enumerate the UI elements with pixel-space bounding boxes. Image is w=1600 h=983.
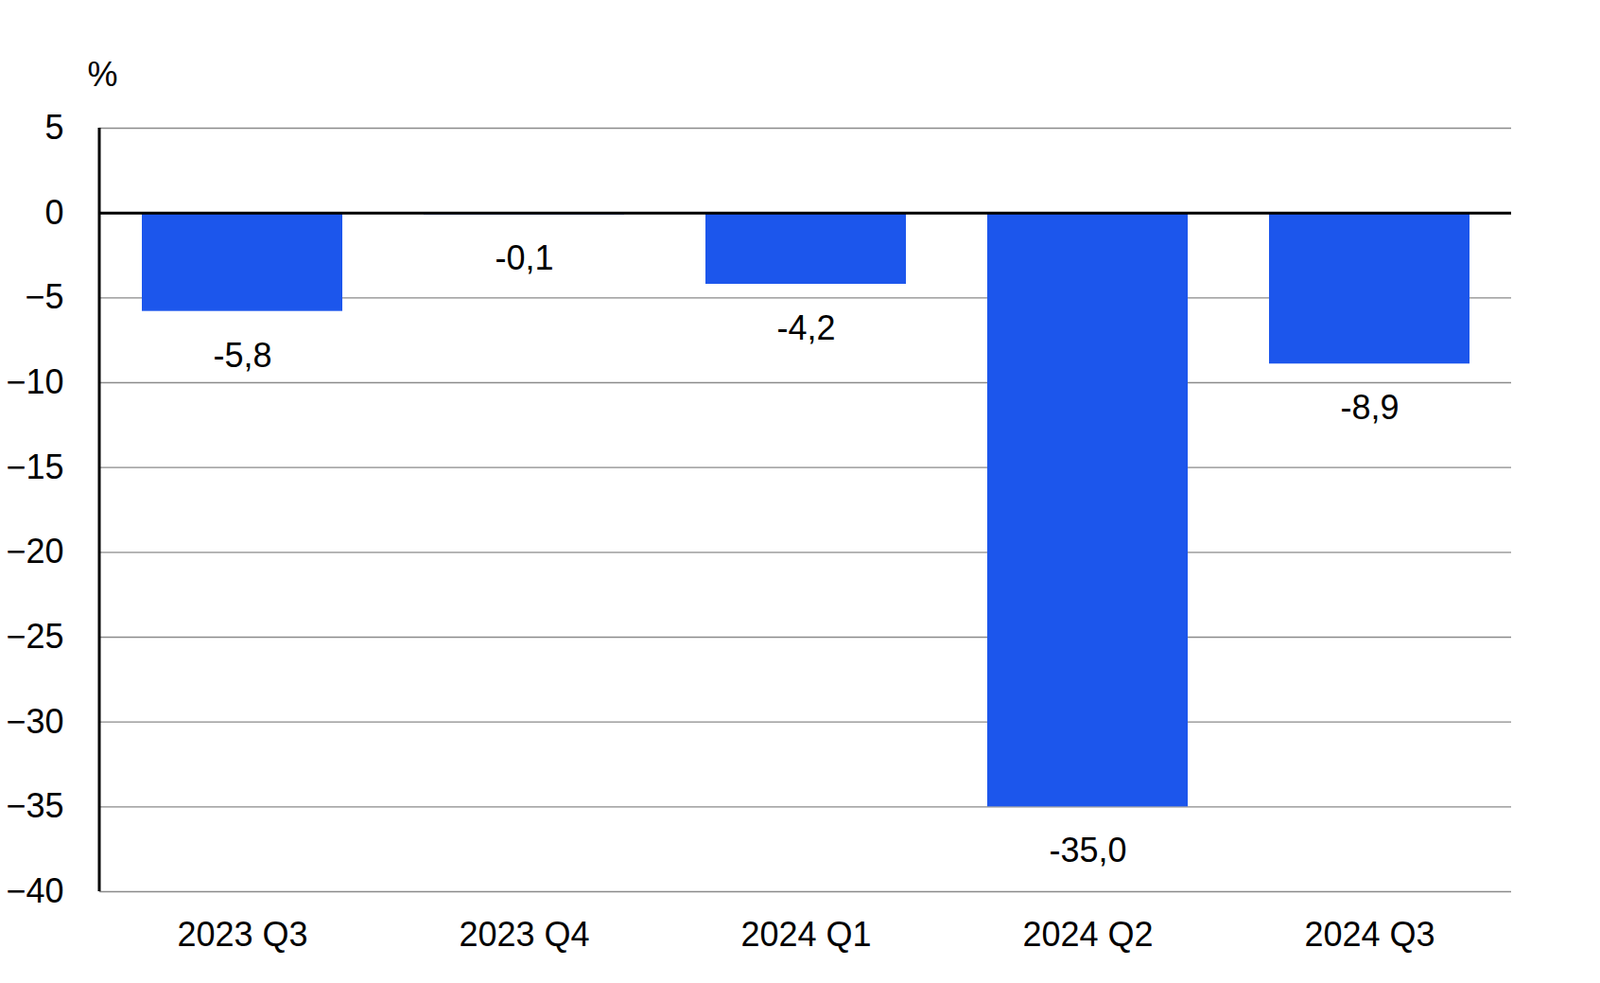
svg-text:-4,2: -4,2: [776, 308, 835, 348]
svg-text:−5: −5: [24, 277, 64, 316]
svg-text:2023 Q4: 2023 Q4: [458, 914, 590, 954]
svg-text:2023 Q3: 2023 Q3: [176, 914, 308, 954]
svg-text:−30: −30: [5, 701, 64, 741]
svg-text:0: 0: [44, 192, 64, 232]
svg-text:−15: −15: [5, 447, 64, 487]
svg-text:2024 Q2: 2024 Q2: [1022, 914, 1153, 954]
svg-text:−35: −35: [5, 785, 64, 825]
svg-text:-8,9: -8,9: [1339, 387, 1399, 427]
svg-text:−20: −20: [5, 531, 64, 571]
svg-text:2024 Q3: 2024 Q3: [1304, 914, 1435, 954]
svg-text:5: 5: [44, 107, 64, 147]
svg-text:-0,1: -0,1: [494, 238, 554, 278]
svg-text:-35,0: -35,0: [1048, 830, 1127, 870]
svg-text:-5,8: -5,8: [212, 335, 272, 375]
svg-text:2024 Q1: 2024 Q1: [740, 914, 871, 954]
svg-text:−25: −25: [5, 616, 64, 656]
svg-text:−40: −40: [5, 870, 64, 910]
svg-text:−10: −10: [5, 362, 64, 401]
svg-text:%: %: [87, 54, 119, 94]
